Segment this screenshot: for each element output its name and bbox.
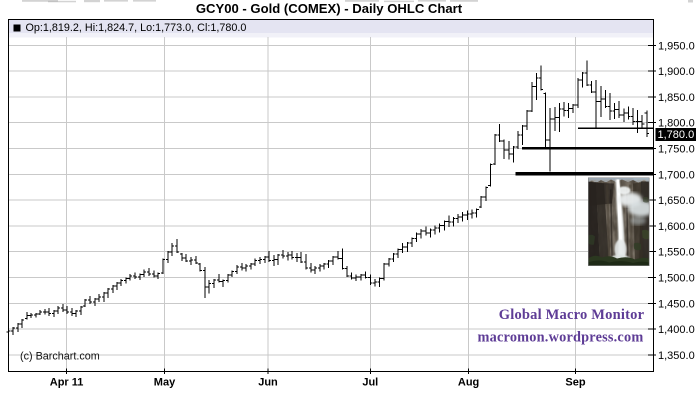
svg-text:Op:1,819.2, Hi:1,824.7, Lo:1,7: Op:1,819.2, Hi:1,824.7, Lo:1,773.0, Cl:1… <box>26 22 247 34</box>
svg-text:Sep: Sep <box>565 377 585 389</box>
svg-text:Aug: Aug <box>458 377 479 389</box>
svg-text:1,950.0: 1,950.0 <box>658 40 695 52</box>
svg-text:macromon.wordpress.com: macromon.wordpress.com <box>478 330 644 346</box>
svg-text:1,650.0: 1,650.0 <box>658 195 695 207</box>
svg-text:1,550.0: 1,550.0 <box>658 247 695 259</box>
svg-text:Apr 11: Apr 11 <box>50 377 84 389</box>
svg-text:1,780.0: 1,780.0 <box>658 129 695 141</box>
svg-text:1,850.0: 1,850.0 <box>658 92 695 104</box>
svg-text:1,450.0: 1,450.0 <box>658 298 695 310</box>
svg-text:1,350.0: 1,350.0 <box>658 350 695 362</box>
svg-text:1,600.0: 1,600.0 <box>658 221 695 233</box>
svg-text:1,400.0: 1,400.0 <box>658 324 695 336</box>
svg-text:1,750.0: 1,750.0 <box>658 144 695 156</box>
svg-text:1,800.0: 1,800.0 <box>658 118 695 130</box>
svg-text:1,500.0: 1,500.0 <box>658 273 695 285</box>
svg-text:GCY00 - Gold (COMEX) - Daily O: GCY00 - Gold (COMEX) - Daily OHLC Chart <box>196 1 463 16</box>
svg-text:Jun: Jun <box>258 377 278 389</box>
svg-text:May: May <box>154 377 176 389</box>
svg-text:1,700.0: 1,700.0 <box>658 169 695 181</box>
svg-text:Global Macro Monitor: Global Macro Monitor <box>499 307 645 323</box>
svg-text:1,900.0: 1,900.0 <box>658 66 695 78</box>
svg-text:(c) Barchart.com: (c) Barchart.com <box>20 351 100 363</box>
svg-text:Jul: Jul <box>362 377 378 389</box>
